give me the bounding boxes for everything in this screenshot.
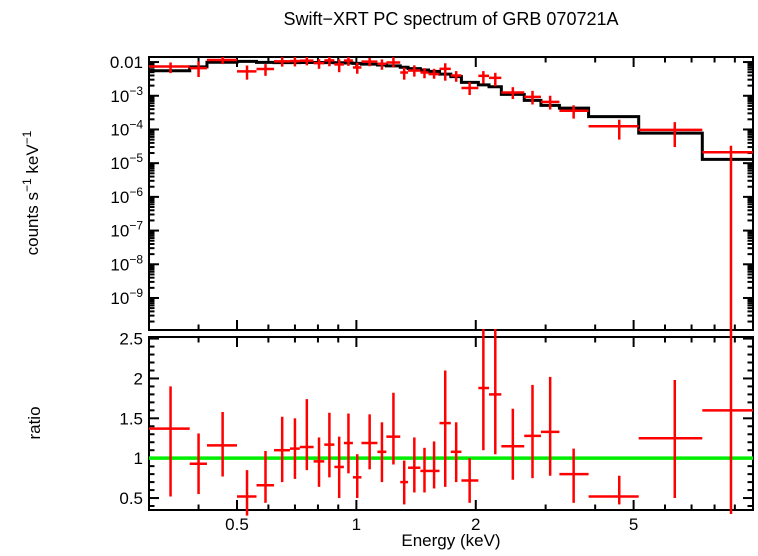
- y-tick-label-spectrum: 10−7: [110, 219, 143, 241]
- y-tick-label-spectrum: 10−3: [110, 84, 143, 106]
- y-axis-label-spectrum: counts s−1 keV−1: [20, 130, 42, 255]
- x-tick-label: 0.5: [225, 515, 249, 534]
- x-tick-label: 2: [471, 515, 480, 534]
- y-tick-label-spectrum: 10−6: [110, 185, 143, 207]
- x-tick-label: 5: [629, 515, 638, 534]
- y-axis-label-ratio: ratio: [25, 406, 44, 439]
- y-tick-label-spectrum: 0.01: [110, 53, 143, 72]
- axis-ticks: [150, 58, 752, 509]
- chart-title: Swift−XRT PC spectrum of GRB 070721A: [284, 9, 619, 29]
- y-tick-label-ratio: 1.5: [119, 409, 143, 428]
- y-tick-label-ratio: 1: [134, 449, 143, 468]
- y-tick-label-spectrum: 10−4: [110, 117, 143, 139]
- model-step-line: [149, 59, 753, 161]
- y-tick-label-spectrum: 10−5: [110, 151, 143, 173]
- y-tick-label-spectrum: 10−8: [110, 252, 143, 274]
- axis-tick-labels: 0.5 1 2 5 0.01 10−3 10−4 10−5 10−6 10−7 10−8 10−9 0.…: [110, 53, 638, 534]
- x-tick-label: 1: [352, 515, 361, 534]
- panel-frames: [148, 56, 754, 511]
- spectrum-data-points: [149, 57, 753, 330]
- y-tick-label-spectrum: 10−9: [110, 286, 143, 308]
- ratio-data-points: [149, 329, 753, 516]
- y-tick-label-ratio: 0.5: [119, 489, 143, 508]
- y-tick-label-ratio: 2: [134, 369, 143, 388]
- y-tick-label-ratio: 2.5: [119, 330, 143, 349]
- x-axis-label: Energy (keV): [401, 531, 500, 550]
